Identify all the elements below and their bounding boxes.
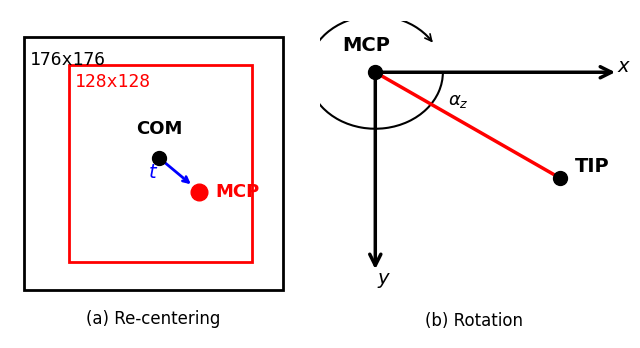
Text: 176x176: 176x176 (29, 51, 106, 69)
Text: $t$: $t$ (148, 163, 159, 182)
Text: $y$: $y$ (378, 271, 392, 290)
Text: COM: COM (136, 120, 182, 138)
Text: (b) Rotation: (b) Rotation (424, 312, 523, 330)
Bar (69, 65, 252, 262)
Text: $\alpha_z$: $\alpha_z$ (448, 92, 468, 110)
Text: (a) Re-centering: (a) Re-centering (86, 310, 221, 328)
Text: MCP: MCP (342, 36, 390, 55)
Text: TIP: TIP (575, 157, 610, 176)
Text: $x$: $x$ (617, 57, 631, 76)
Text: 128x128: 128x128 (75, 73, 151, 92)
Text: MCP: MCP (216, 183, 260, 201)
